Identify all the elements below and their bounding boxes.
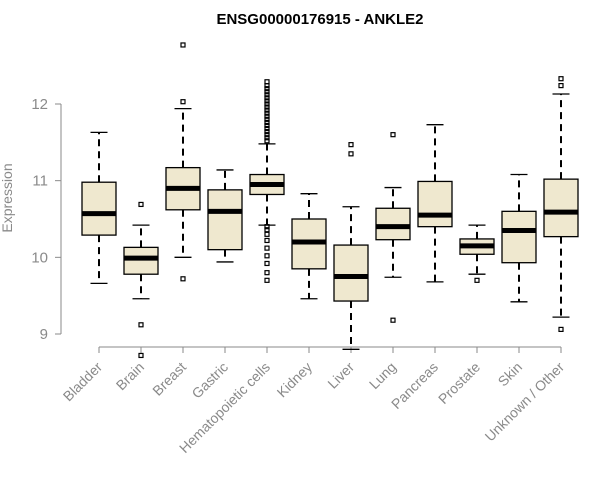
outlier-point — [264, 277, 270, 283]
outlier-point — [264, 260, 270, 267]
outlier-point — [180, 42, 186, 48]
box-brain — [123, 201, 159, 359]
outlier-point — [138, 201, 144, 208]
y-tick-label: 11 — [32, 173, 48, 190]
y-axis: 9 10 11 12 — [31, 96, 62, 343]
x-tick-label: Lung — [366, 359, 399, 392]
outlier-point — [264, 122, 270, 129]
box-bladder — [81, 131, 117, 285]
outlier-point — [264, 92, 270, 98]
x-tick-label: Kidney — [274, 359, 316, 401]
y-axis-label: Expression — [0, 163, 15, 232]
outlier-point — [264, 125, 270, 132]
box-kidney — [291, 193, 327, 300]
outlier-point — [264, 132, 270, 138]
outlier-point — [264, 79, 270, 85]
y-tick-label: 12 — [31, 96, 48, 113]
iqr-box — [375, 207, 411, 241]
iqr-box — [123, 246, 159, 275]
outlier-point — [264, 253, 270, 259]
outlier-point — [264, 104, 270, 110]
outlier-point — [264, 270, 270, 276]
outlier-point — [264, 107, 270, 113]
iqr-box — [207, 189, 243, 251]
outlier-point — [390, 317, 396, 323]
x-tick-label: Brain — [113, 359, 147, 393]
chart-title: ENSG00000176915 - ANKLE2 — [216, 11, 423, 28]
outlier-point — [264, 95, 270, 101]
box-unknown-other — [543, 76, 579, 332]
x-tick-label: Skin — [495, 359, 526, 390]
x-tick-label: Unknown / Other — [482, 359, 568, 445]
iqr-box — [333, 244, 369, 302]
y-tick-label: 10 — [31, 249, 48, 266]
box-breast — [165, 42, 201, 282]
iqr-box — [501, 210, 537, 264]
outlier-point — [474, 277, 480, 283]
box-lung — [375, 132, 411, 323]
outlier-point — [264, 101, 270, 107]
x-tick-label: Breast — [149, 359, 189, 399]
outlier-point — [264, 245, 270, 251]
outlier-point — [264, 116, 270, 122]
outlier-point — [558, 76, 564, 82]
x-tick-label: Liver — [324, 359, 357, 392]
outlier-point — [348, 151, 354, 157]
x-tick-label: Bladder — [60, 359, 106, 405]
outlier-point — [264, 98, 270, 104]
outlier-point — [264, 237, 270, 244]
outlier-point — [264, 113, 270, 119]
outlier-point — [264, 224, 270, 230]
iqr-box — [543, 178, 579, 238]
box-pancreas — [417, 124, 453, 283]
outlier-point — [180, 99, 186, 105]
outlier-point — [264, 110, 270, 116]
outlier-point — [348, 142, 354, 148]
outlier-point — [264, 89, 270, 95]
iqr-box — [81, 181, 117, 236]
iqr-box — [417, 180, 453, 228]
outlier-point — [264, 119, 270, 126]
outlier-point — [264, 227, 270, 233]
outlier-point — [264, 231, 270, 237]
box-hematopoietic-cells — [249, 79, 285, 283]
box-series — [81, 42, 579, 359]
box-gastric — [207, 169, 243, 263]
outlier-point — [264, 129, 270, 135]
outlier-point — [264, 135, 270, 141]
outlier-point — [390, 132, 396, 138]
outlier-point — [558, 326, 564, 332]
box-prostate — [459, 224, 495, 283]
x-tick-label: Prostate — [435, 359, 483, 407]
outlier-point — [138, 322, 144, 328]
outlier-point — [180, 276, 186, 282]
y-tick-label: 9 — [40, 326, 48, 343]
x-tick-label: Pancreas — [388, 359, 441, 412]
x-axis — [98, 346, 562, 353]
outlier-point — [264, 86, 270, 92]
box-liver — [333, 142, 369, 350]
outlier-point — [138, 352, 144, 359]
outlier-point — [264, 138, 270, 144]
outlier-point — [558, 82, 564, 89]
box-skin — [501, 173, 537, 303]
